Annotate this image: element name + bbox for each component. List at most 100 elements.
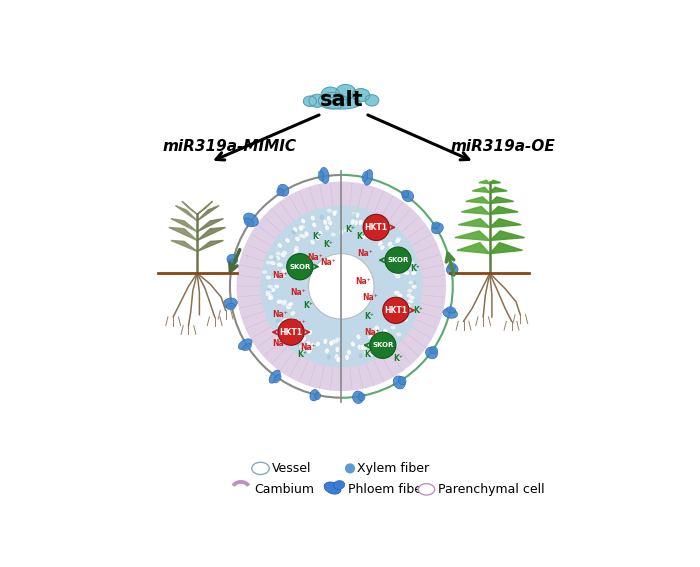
Polygon shape <box>490 187 507 192</box>
Ellipse shape <box>262 270 267 274</box>
Ellipse shape <box>386 338 391 342</box>
Ellipse shape <box>418 484 435 495</box>
Text: Na⁺: Na⁺ <box>364 328 379 337</box>
Ellipse shape <box>293 248 299 253</box>
Ellipse shape <box>402 249 407 254</box>
Ellipse shape <box>305 340 311 346</box>
Ellipse shape <box>330 339 335 345</box>
Ellipse shape <box>356 334 361 340</box>
Ellipse shape <box>400 309 406 314</box>
Text: K⁺: K⁺ <box>365 349 374 358</box>
Ellipse shape <box>394 290 400 295</box>
Ellipse shape <box>307 329 312 336</box>
Ellipse shape <box>411 270 417 276</box>
Circle shape <box>383 297 409 323</box>
Ellipse shape <box>238 339 252 350</box>
Ellipse shape <box>390 319 395 324</box>
Text: HKT1: HKT1 <box>384 306 407 315</box>
Ellipse shape <box>409 281 414 285</box>
Circle shape <box>260 206 422 367</box>
Ellipse shape <box>310 390 319 401</box>
Ellipse shape <box>269 370 280 383</box>
Circle shape <box>260 206 422 367</box>
Ellipse shape <box>267 285 273 289</box>
Ellipse shape <box>265 275 272 280</box>
Ellipse shape <box>278 321 284 327</box>
Ellipse shape <box>310 215 315 221</box>
Ellipse shape <box>351 211 356 218</box>
Ellipse shape <box>393 272 400 276</box>
Ellipse shape <box>385 334 391 340</box>
Text: K⁺: K⁺ <box>411 264 421 273</box>
Polygon shape <box>182 201 197 214</box>
Polygon shape <box>197 206 219 221</box>
Ellipse shape <box>411 284 417 289</box>
Ellipse shape <box>304 231 309 236</box>
Ellipse shape <box>339 229 344 235</box>
Ellipse shape <box>405 312 410 316</box>
Polygon shape <box>466 197 490 204</box>
Circle shape <box>346 464 354 473</box>
Ellipse shape <box>370 217 374 223</box>
Text: miR319a-MIMIC: miR319a-MIMIC <box>162 139 296 154</box>
Ellipse shape <box>401 191 409 198</box>
Text: salt: salt <box>319 90 363 110</box>
Ellipse shape <box>383 340 389 345</box>
Ellipse shape <box>448 263 456 270</box>
Ellipse shape <box>321 87 340 101</box>
Ellipse shape <box>402 269 408 274</box>
Ellipse shape <box>396 237 401 241</box>
Text: Na⁺: Na⁺ <box>307 253 323 263</box>
Polygon shape <box>197 219 223 232</box>
Ellipse shape <box>242 344 251 351</box>
Circle shape <box>363 214 389 240</box>
Ellipse shape <box>385 312 391 318</box>
Ellipse shape <box>283 321 288 326</box>
Ellipse shape <box>303 96 316 107</box>
Ellipse shape <box>299 234 304 238</box>
Ellipse shape <box>278 300 283 304</box>
Text: Vessel: Vessel <box>272 462 312 475</box>
Text: Na⁺: Na⁺ <box>355 277 371 286</box>
Ellipse shape <box>333 339 339 343</box>
Ellipse shape <box>244 213 258 226</box>
Ellipse shape <box>227 254 238 265</box>
Ellipse shape <box>329 340 334 346</box>
Ellipse shape <box>265 292 272 297</box>
Ellipse shape <box>355 212 360 218</box>
Polygon shape <box>490 197 514 204</box>
Ellipse shape <box>276 188 284 196</box>
Text: Xylem fiber: Xylem fiber <box>358 462 430 475</box>
Ellipse shape <box>398 248 403 253</box>
Ellipse shape <box>374 325 380 331</box>
Ellipse shape <box>307 348 312 353</box>
Ellipse shape <box>365 234 370 239</box>
Polygon shape <box>458 219 490 227</box>
Text: Na⁺: Na⁺ <box>290 319 305 328</box>
Ellipse shape <box>393 376 405 389</box>
Ellipse shape <box>270 261 276 265</box>
Ellipse shape <box>274 256 281 261</box>
Text: Na⁺: Na⁺ <box>290 289 305 297</box>
Ellipse shape <box>362 345 367 349</box>
Ellipse shape <box>395 249 401 254</box>
Ellipse shape <box>291 254 298 259</box>
Ellipse shape <box>400 249 406 255</box>
Ellipse shape <box>276 252 281 256</box>
Ellipse shape <box>325 348 330 354</box>
Text: Na⁺: Na⁺ <box>272 310 288 319</box>
Ellipse shape <box>404 270 410 276</box>
Ellipse shape <box>277 262 284 267</box>
Polygon shape <box>490 180 500 184</box>
Polygon shape <box>490 243 522 253</box>
Text: HKT1: HKT1 <box>279 328 302 337</box>
Ellipse shape <box>393 291 399 295</box>
Ellipse shape <box>377 241 383 247</box>
Ellipse shape <box>447 307 456 313</box>
Ellipse shape <box>290 311 296 316</box>
Ellipse shape <box>324 482 341 494</box>
Ellipse shape <box>315 235 320 240</box>
Ellipse shape <box>411 281 416 285</box>
Ellipse shape <box>301 336 307 342</box>
Ellipse shape <box>354 219 358 226</box>
